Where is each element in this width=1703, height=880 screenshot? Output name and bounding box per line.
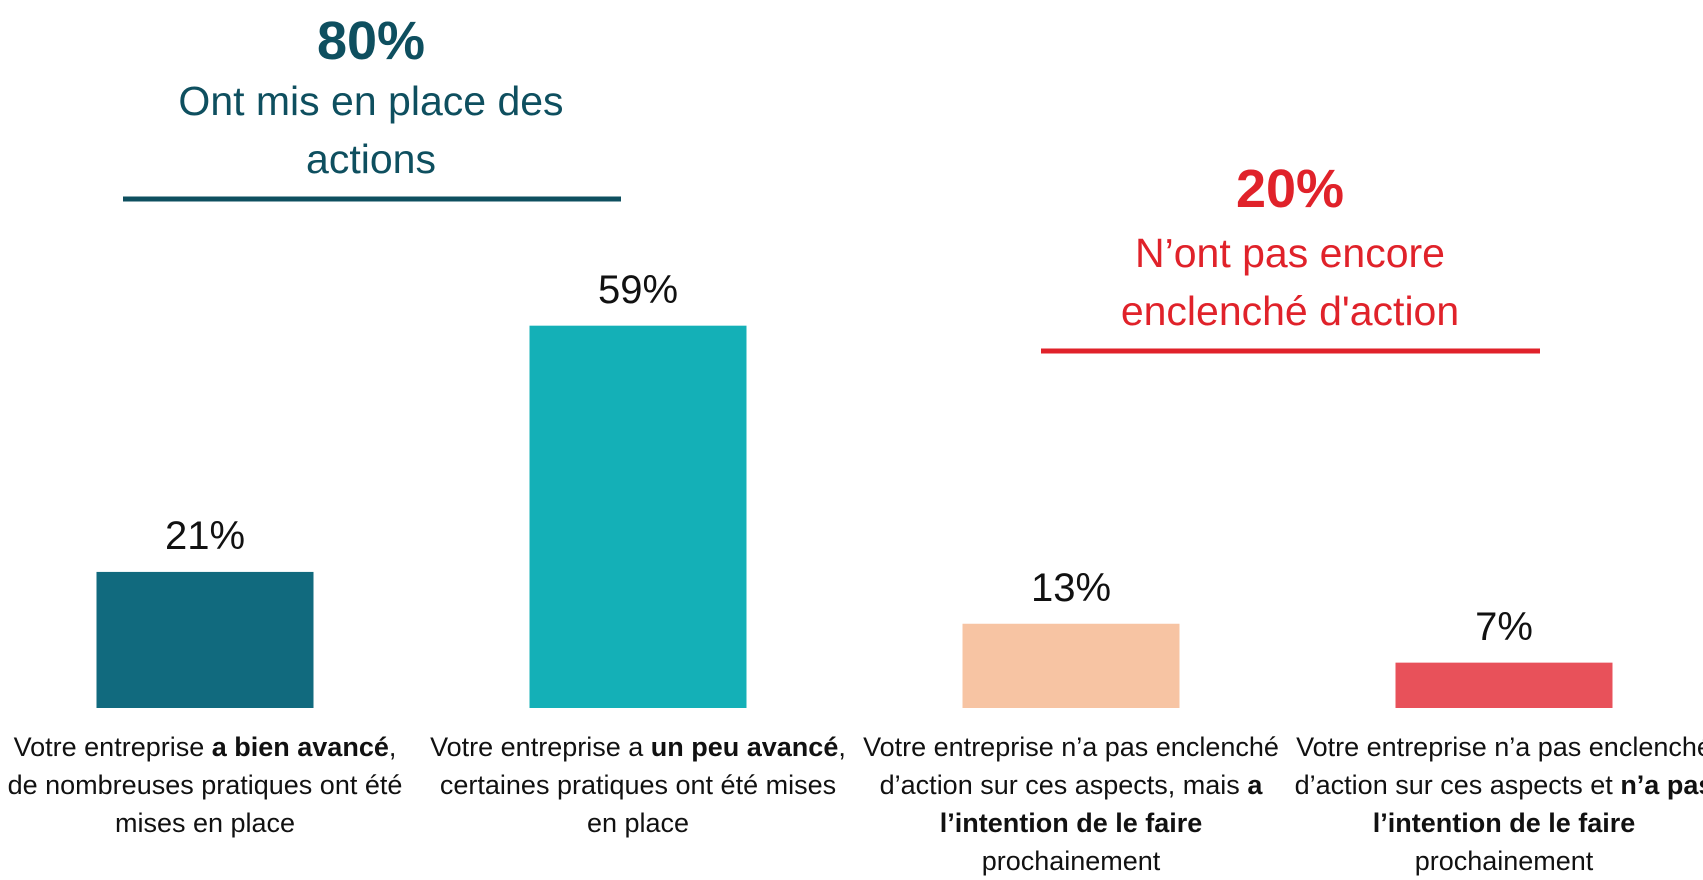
category-text: a l’intention de le faire [939,770,1263,838]
group-label: N’ont pas encore enclenché d'action [1120,230,1460,334]
category-text: , certaines pratiques ont été mises en p… [439,732,846,838]
category-label: Votre entreprise n’a pas enclenché d’act… [1294,728,1703,880]
group-value: 80% [316,11,426,71]
category-text: un peu avancé [650,732,839,762]
bar [962,623,1180,708]
category-label: Votre entreprise a bien avancé, de nombr… [0,728,415,842]
category-text: , de nombreuses pratiques ont été mises … [7,732,403,838]
group-label: Ont mis en place des actions [178,78,564,182]
bar [96,571,314,708]
group-value: 20% [1235,159,1345,219]
category-text: Votre entreprise n’a pas enclenché d’act… [863,732,1279,800]
value-label: 13% [1030,565,1112,610]
category-text: a bien avancé [211,732,389,762]
value-label: 59% [597,267,679,312]
category-label: Votre entreprise a un peu avancé, certai… [428,728,848,842]
category-label: Votre entreprise n’a pas enclenché d’act… [861,728,1281,880]
bar [529,325,747,708]
category-text: n’a pas l’intention de le faire [1372,770,1703,838]
value-label: 21% [164,513,246,558]
category-text: Votre entreprise [13,732,212,762]
value-label: 7% [1475,604,1533,649]
bar [1395,662,1613,708]
category-text: prochainement [981,846,1161,876]
category-text: Votre entreprise n’a pas enclenché d’act… [1294,732,1703,800]
category-text: prochainement [1414,846,1594,876]
category-text: Votre entreprise a [430,732,651,762]
